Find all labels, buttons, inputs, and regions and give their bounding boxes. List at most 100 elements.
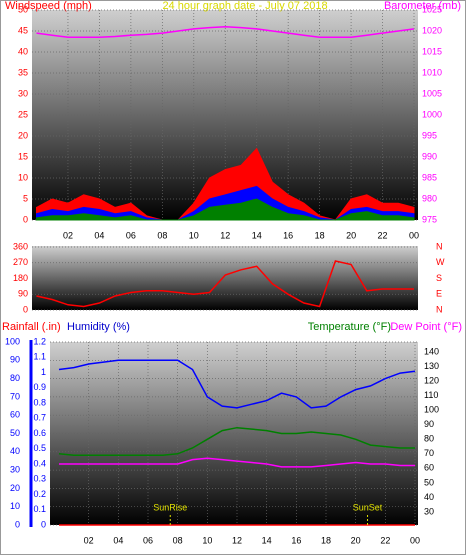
- y-tick-label: 270: [13, 257, 28, 267]
- y-tick-label: 5: [23, 193, 28, 203]
- y-tick-label: 0: [23, 304, 28, 314]
- y-tick-label: 0.9: [33, 382, 46, 392]
- y-tick-label: 1010: [422, 67, 442, 77]
- y-tick-label: 0.3: [33, 474, 46, 484]
- x-tick-label: 06: [126, 230, 136, 240]
- axis-title: Barometer (mb): [384, 0, 461, 12]
- y-tick-label: 990: [422, 151, 437, 161]
- line: [36, 26, 415, 39]
- y-tick-label: W: [436, 257, 445, 267]
- y-tick-label: S: [436, 273, 442, 283]
- y-tick-label: 0.4: [33, 458, 46, 468]
- y-tick-label: 130: [424, 361, 439, 371]
- y-tick-label: 1.2: [33, 336, 46, 346]
- x-tick-label: 18: [315, 230, 325, 240]
- x-tick-label: 10: [202, 535, 212, 545]
- axis-title: Temperature (°F): [308, 321, 391, 333]
- line: [58, 426, 415, 457]
- x-tick-label: 06: [143, 535, 153, 545]
- area: [36, 198, 415, 221]
- x-tick-label: 20: [351, 535, 361, 545]
- annotation: SunSet: [353, 502, 383, 512]
- y-tick-label: 40: [10, 446, 20, 456]
- y-tick-label: 90: [10, 355, 20, 365]
- x-tick-label: 12: [232, 535, 242, 545]
- chart-title: 24 hour graph date - July 07 2018: [162, 0, 327, 12]
- y-tick-label: 40: [424, 492, 434, 502]
- y-tick-label: 50: [18, 4, 28, 14]
- y-tick-label: 90: [18, 289, 28, 299]
- axis-title: Rainfall (.in): [2, 321, 61, 333]
- y-tick-label: 120: [424, 376, 439, 386]
- y-tick-label: 30: [18, 88, 28, 98]
- y-tick-label: E: [436, 289, 442, 299]
- y-tick-label: 20: [10, 483, 20, 493]
- y-tick-label: 995: [422, 130, 437, 140]
- y-tick-label: 0.6: [33, 428, 46, 438]
- y-tick-label: 0.5: [33, 443, 46, 453]
- y-tick-label: N: [436, 241, 443, 251]
- x-tick-label: 20: [346, 230, 356, 240]
- y-tick-label: 10: [18, 172, 28, 182]
- y-tick-label: 35: [18, 67, 28, 77]
- annotation: SunRise: [153, 502, 187, 512]
- axis-title: Windspeed (mph): [5, 0, 92, 12]
- y-tick-label: 0.7: [33, 413, 46, 423]
- y-tick-label: 40: [18, 46, 28, 56]
- x-tick-label: 08: [173, 535, 183, 545]
- y-tick-label: 180: [13, 273, 28, 283]
- x-tick-label: 16: [291, 535, 301, 545]
- y-tick-label: 100: [424, 405, 439, 415]
- x-tick-label: 14: [252, 230, 262, 240]
- x-tick-label: 10: [189, 230, 199, 240]
- y-tick-label: 980: [422, 193, 437, 203]
- area: [36, 185, 415, 221]
- legend-label: Dew Point (°F): [390, 321, 462, 333]
- area: [36, 147, 415, 221]
- y-tick-label: N: [436, 304, 443, 314]
- y-tick-label: 0: [15, 519, 20, 529]
- x-tick-label: 02: [84, 535, 94, 545]
- y-tick-label: 360: [13, 241, 28, 251]
- y-tick-label: 100: [5, 336, 20, 346]
- y-tick-label: 975: [422, 214, 437, 224]
- plot-background: [32, 246, 418, 310]
- y-tick-label: 0: [23, 214, 28, 224]
- y-tick-label: 45: [18, 25, 28, 35]
- x-tick-label: 16: [283, 230, 293, 240]
- y-tick-label: 50: [10, 428, 20, 438]
- y-tick-label: 10: [10, 501, 20, 511]
- y-tick-label: 25: [18, 109, 28, 119]
- x-tick-label: 18: [321, 535, 331, 545]
- y-tick-label: 110: [424, 390, 438, 400]
- y-tick-label: 0.1: [33, 504, 46, 514]
- x-tick-label: 14: [262, 535, 272, 545]
- y-tick-label: 15: [18, 151, 28, 161]
- y-tick-label: 30: [10, 464, 20, 474]
- x-tick-label: 00: [410, 535, 420, 545]
- line: [58, 359, 416, 409]
- x-tick-label: 04: [94, 230, 104, 240]
- x-tick-label: 04: [113, 535, 123, 545]
- line: [36, 260, 414, 308]
- y-tick-label: 0: [41, 519, 46, 529]
- y-tick-label: 90: [424, 419, 434, 429]
- y-tick-label: 80: [424, 434, 434, 444]
- x-tick-label: 08: [157, 230, 167, 240]
- axis-title: Humidity (%): [67, 321, 130, 333]
- y-tick-label: 1000: [422, 109, 442, 119]
- y-tick-label: 0.2: [33, 489, 46, 499]
- x-tick-label: 12: [220, 230, 230, 240]
- y-tick-label: 20: [18, 130, 28, 140]
- y-tick-label: 70: [10, 391, 20, 401]
- x-tick-label: 02: [63, 230, 73, 240]
- y-tick-label: 1.1: [33, 352, 46, 362]
- y-tick-label: 1025: [422, 4, 442, 14]
- y-tick-label: 80: [10, 373, 20, 383]
- y-tick-label: 30: [424, 506, 434, 516]
- x-tick-label: 22: [380, 535, 390, 545]
- y-tick-label: 70: [424, 448, 434, 458]
- y-tick-label: 140: [424, 347, 439, 357]
- x-tick-label: 22: [378, 230, 388, 240]
- y-tick-label: 60: [424, 463, 434, 473]
